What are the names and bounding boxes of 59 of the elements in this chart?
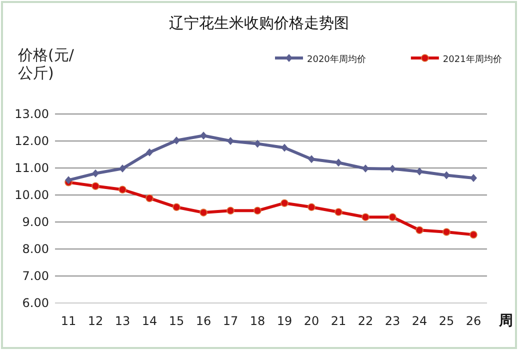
- point: [416, 168, 423, 176]
- y-tick-label: 12.00: [14, 134, 49, 148]
- point: [92, 169, 99, 178]
- point: [280, 199, 288, 207]
- y-tick-label: 8.00: [22, 242, 49, 256]
- point: [200, 132, 207, 140]
- legend-label: 2021年周均价: [442, 54, 502, 65]
- point: [308, 155, 315, 164]
- x-tick-label: 19: [276, 314, 292, 328]
- x-tick-label: 22: [358, 314, 374, 328]
- point: [118, 186, 126, 194]
- x-tick-label: 16: [196, 314, 212, 328]
- y-tick-label: 10.00: [14, 188, 49, 202]
- point: [362, 213, 370, 222]
- x-tick-label: 24: [412, 314, 428, 328]
- point: [388, 213, 396, 222]
- point: [226, 206, 234, 215]
- point: [254, 206, 262, 215]
- point: [443, 171, 450, 180]
- x-axis-title: 周: [498, 313, 513, 329]
- x-tick-label: 25: [438, 314, 454, 328]
- point: [335, 158, 342, 167]
- legend-label: 2020年周均价: [307, 54, 366, 65]
- x-tick-label: 15: [168, 314, 184, 328]
- x-tick-label: 21: [330, 314, 346, 328]
- x-tick-label: 11: [60, 314, 76, 328]
- x-tick-label: 23: [384, 314, 400, 328]
- point: [281, 144, 288, 152]
- x-tick-label: 12: [88, 314, 104, 328]
- point: [308, 203, 316, 212]
- point: [470, 230, 478, 239]
- x-tick-label: 26: [466, 314, 482, 328]
- point: [362, 164, 369, 173]
- point: [146, 194, 154, 202]
- point: [254, 140, 261, 148]
- point: [119, 164, 126, 173]
- point: [470, 174, 477, 182]
- y-tick-label: 7.00: [22, 269, 49, 283]
- x-tick-label: 18: [250, 314, 266, 328]
- x-tick-label: 17: [222, 314, 238, 328]
- point: [172, 203, 180, 212]
- y-axis-title: 价格(元/公斤): [18, 46, 75, 82]
- y-tick-label: 11.00: [14, 161, 49, 175]
- x-tick-label: 13: [114, 314, 130, 328]
- x-tick-label: 20: [304, 314, 320, 328]
- x-tick-label: 14: [142, 314, 158, 328]
- point: [416, 226, 424, 234]
- y-tick-label: 9.00: [22, 215, 49, 229]
- point: [334, 208, 342, 216]
- point: [389, 164, 396, 173]
- point: [146, 148, 153, 156]
- point: [227, 137, 234, 145]
- y-tick-label: 6.00: [22, 296, 49, 310]
- point: [92, 182, 100, 190]
- point: [173, 136, 180, 144]
- chart-title: 辽宁花生米收购价格走势图: [169, 14, 349, 32]
- point: [442, 228, 450, 236]
- point: [200, 208, 208, 216]
- y-tick-label: 13.00: [14, 107, 49, 121]
